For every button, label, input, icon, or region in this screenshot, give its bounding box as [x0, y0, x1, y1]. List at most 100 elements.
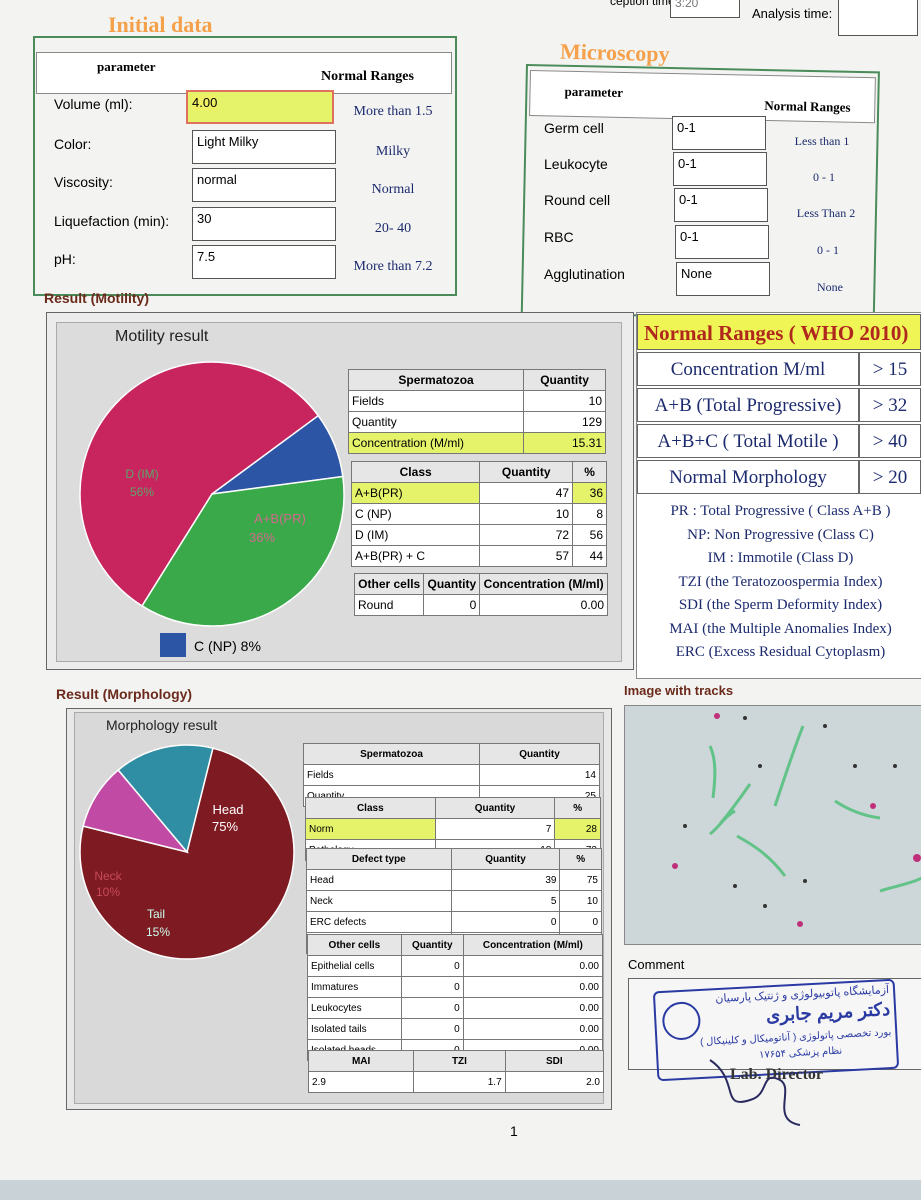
table-cell: 36: [572, 482, 607, 504]
table-cell: 56: [572, 524, 607, 546]
micro-row-normal: Less than 1: [794, 134, 850, 148]
morphology-other-cells-table: Other cells Quantity Concentration (M/ml) E…: [307, 934, 604, 1061]
table-header: Defect type: [306, 848, 452, 870]
table-cell: 15.31: [523, 432, 606, 454]
table-header: %: [559, 848, 602, 870]
table-header: Class: [350, 461, 481, 483]
pie-label: 15%: [146, 925, 170, 939]
initial-data-title: Initial data: [108, 12, 213, 37]
table-header: Quantity: [400, 934, 464, 956]
table-cell: 75: [559, 869, 602, 891]
table-cell: 14: [479, 764, 600, 786]
table-cell: 0: [559, 911, 602, 933]
table-cell: A+B(PR) + C: [350, 545, 481, 567]
table-cell: 8: [572, 503, 607, 525]
initial-row-value-field: 30: [192, 207, 336, 241]
analysis-time-field: [838, 0, 918, 36]
table-header: TZI: [413, 1050, 506, 1072]
morphology-pie-chart: Head 75% Neck 10% Tail 15%: [79, 744, 295, 960]
table-cell: 2.0: [504, 1071, 605, 1093]
pie-label: D (IM): [125, 467, 158, 481]
micro-row-normal: 0 - 1: [813, 170, 835, 184]
reception-time-label: ception time:: [610, 0, 679, 8]
who-row-label: Concentration M/ml: [637, 352, 859, 386]
table-header: Quantity: [450, 848, 561, 870]
who-legend-line: NP: Non Progressive (Class C): [687, 526, 874, 543]
table-cell: 5: [450, 890, 561, 912]
initial-row-value-field: 7.5: [192, 245, 336, 279]
initial-data-panel: [33, 36, 457, 296]
table-cell: 28: [554, 818, 601, 840]
initial-row-value-field: 4.00: [186, 90, 334, 124]
table-cell: ERC defects: [306, 911, 452, 933]
table-header: %: [554, 797, 601, 819]
table-header: Quantity: [434, 797, 556, 819]
table-cell: Leukocytes: [307, 997, 402, 1019]
micro-row-value-field: 0-1: [672, 116, 766, 150]
table-row: Leukocytes 0 0.00: [307, 997, 604, 1019]
motility-section-title: Result (Motility): [44, 290, 149, 306]
table-cell: 1.7: [413, 1071, 506, 1093]
table-cell: 47: [479, 482, 574, 504]
initial-row-value: 4.00: [192, 95, 218, 110]
who-legend-line: MAI (the Multiple Anomalies Index): [669, 620, 892, 637]
table-cell: 0: [400, 1018, 464, 1040]
analysis-time-label: Analysis time:: [752, 6, 833, 21]
micro-row-value: 0-1: [680, 229, 699, 244]
initial-col-param: parameter: [97, 59, 156, 74]
micro-row-label: Leukocyte: [544, 156, 608, 172]
table-row: Concentration (M/ml) 15.31: [347, 432, 606, 454]
micro-row-normal: None: [817, 280, 843, 294]
table-header: Quantity: [523, 369, 606, 391]
who-title: Normal Ranges ( WHO 2010): [637, 314, 921, 350]
table-cell: 72: [479, 524, 574, 546]
initial-row-value: 7.5: [197, 249, 216, 264]
micro-row-value-field: 0-1: [674, 188, 768, 222]
table-cell: Neck: [306, 890, 452, 912]
table-cell: A+B(PR): [350, 482, 481, 504]
initial-row-value: Light Milky: [197, 134, 259, 149]
table-cell: 129: [523, 411, 606, 433]
image-tracks-title: Image with tracks: [624, 683, 734, 698]
table-row: Quantity 129: [347, 411, 606, 433]
table-header: Concentration (M/ml): [479, 573, 608, 595]
motility-spermatozoa-table: Spermatozoa Quantity Fields 10 Quantity 129 Co…: [347, 369, 606, 454]
table-cell: 10: [559, 890, 602, 912]
table-header: Quantity: [479, 461, 574, 483]
pie-slice-head: [79, 747, 295, 960]
initial-row-value: normal: [197, 172, 237, 187]
table-row: Fields 10: [347, 390, 606, 412]
table-row: A+B(PR) + C 57 44: [350, 545, 607, 567]
micro-col-param: parameter: [564, 83, 624, 100]
who-row-value: > 32: [859, 388, 921, 422]
pie-label: Neck: [94, 869, 122, 883]
reception-time-value: 3:20: [675, 0, 699, 10]
micro-row-value-field: None: [676, 262, 770, 296]
who-legend-line: IM : Immotile (Class D): [707, 550, 854, 566]
table-cell: 57: [479, 545, 574, 567]
top-header: ception time: 3:20 Analysis time:: [520, 0, 921, 36]
table-header: Other cells: [307, 934, 402, 956]
table-cell: 0: [450, 911, 561, 933]
comment-label: Comment: [628, 957, 685, 972]
table-cell: Head: [306, 869, 452, 891]
who-row-label: A+B+C ( Total Motile ): [637, 424, 859, 458]
motility-other-cells-table: Other cells Quantity Concentration (M/ml) R…: [353, 573, 608, 616]
reception-time-field: 3:20: [670, 0, 740, 18]
table-cell: 39: [450, 869, 561, 891]
pie-label: A+B(PR): [254, 511, 306, 526]
pie-label: 10%: [96, 885, 120, 899]
table-row: ERC defects 0 0: [306, 911, 602, 933]
motility-panel-title: Motility result: [115, 328, 209, 345]
stamp-logo-icon: [661, 1000, 702, 1041]
table-row: Head 39 75: [306, 869, 602, 891]
table-header: Spermatozoa: [347, 369, 525, 391]
who-legend-line: ERC (Excess Residual Cytoplasm): [675, 644, 886, 660]
micro-row-label: Round cell: [544, 192, 611, 208]
table-header: Other cells: [353, 573, 425, 595]
table-cell: 7: [434, 818, 556, 840]
table-header: Concentration (M/ml): [462, 934, 604, 956]
table-cell: Isolated tails: [307, 1018, 402, 1040]
table-cell: Concentration (M/ml): [347, 432, 525, 454]
